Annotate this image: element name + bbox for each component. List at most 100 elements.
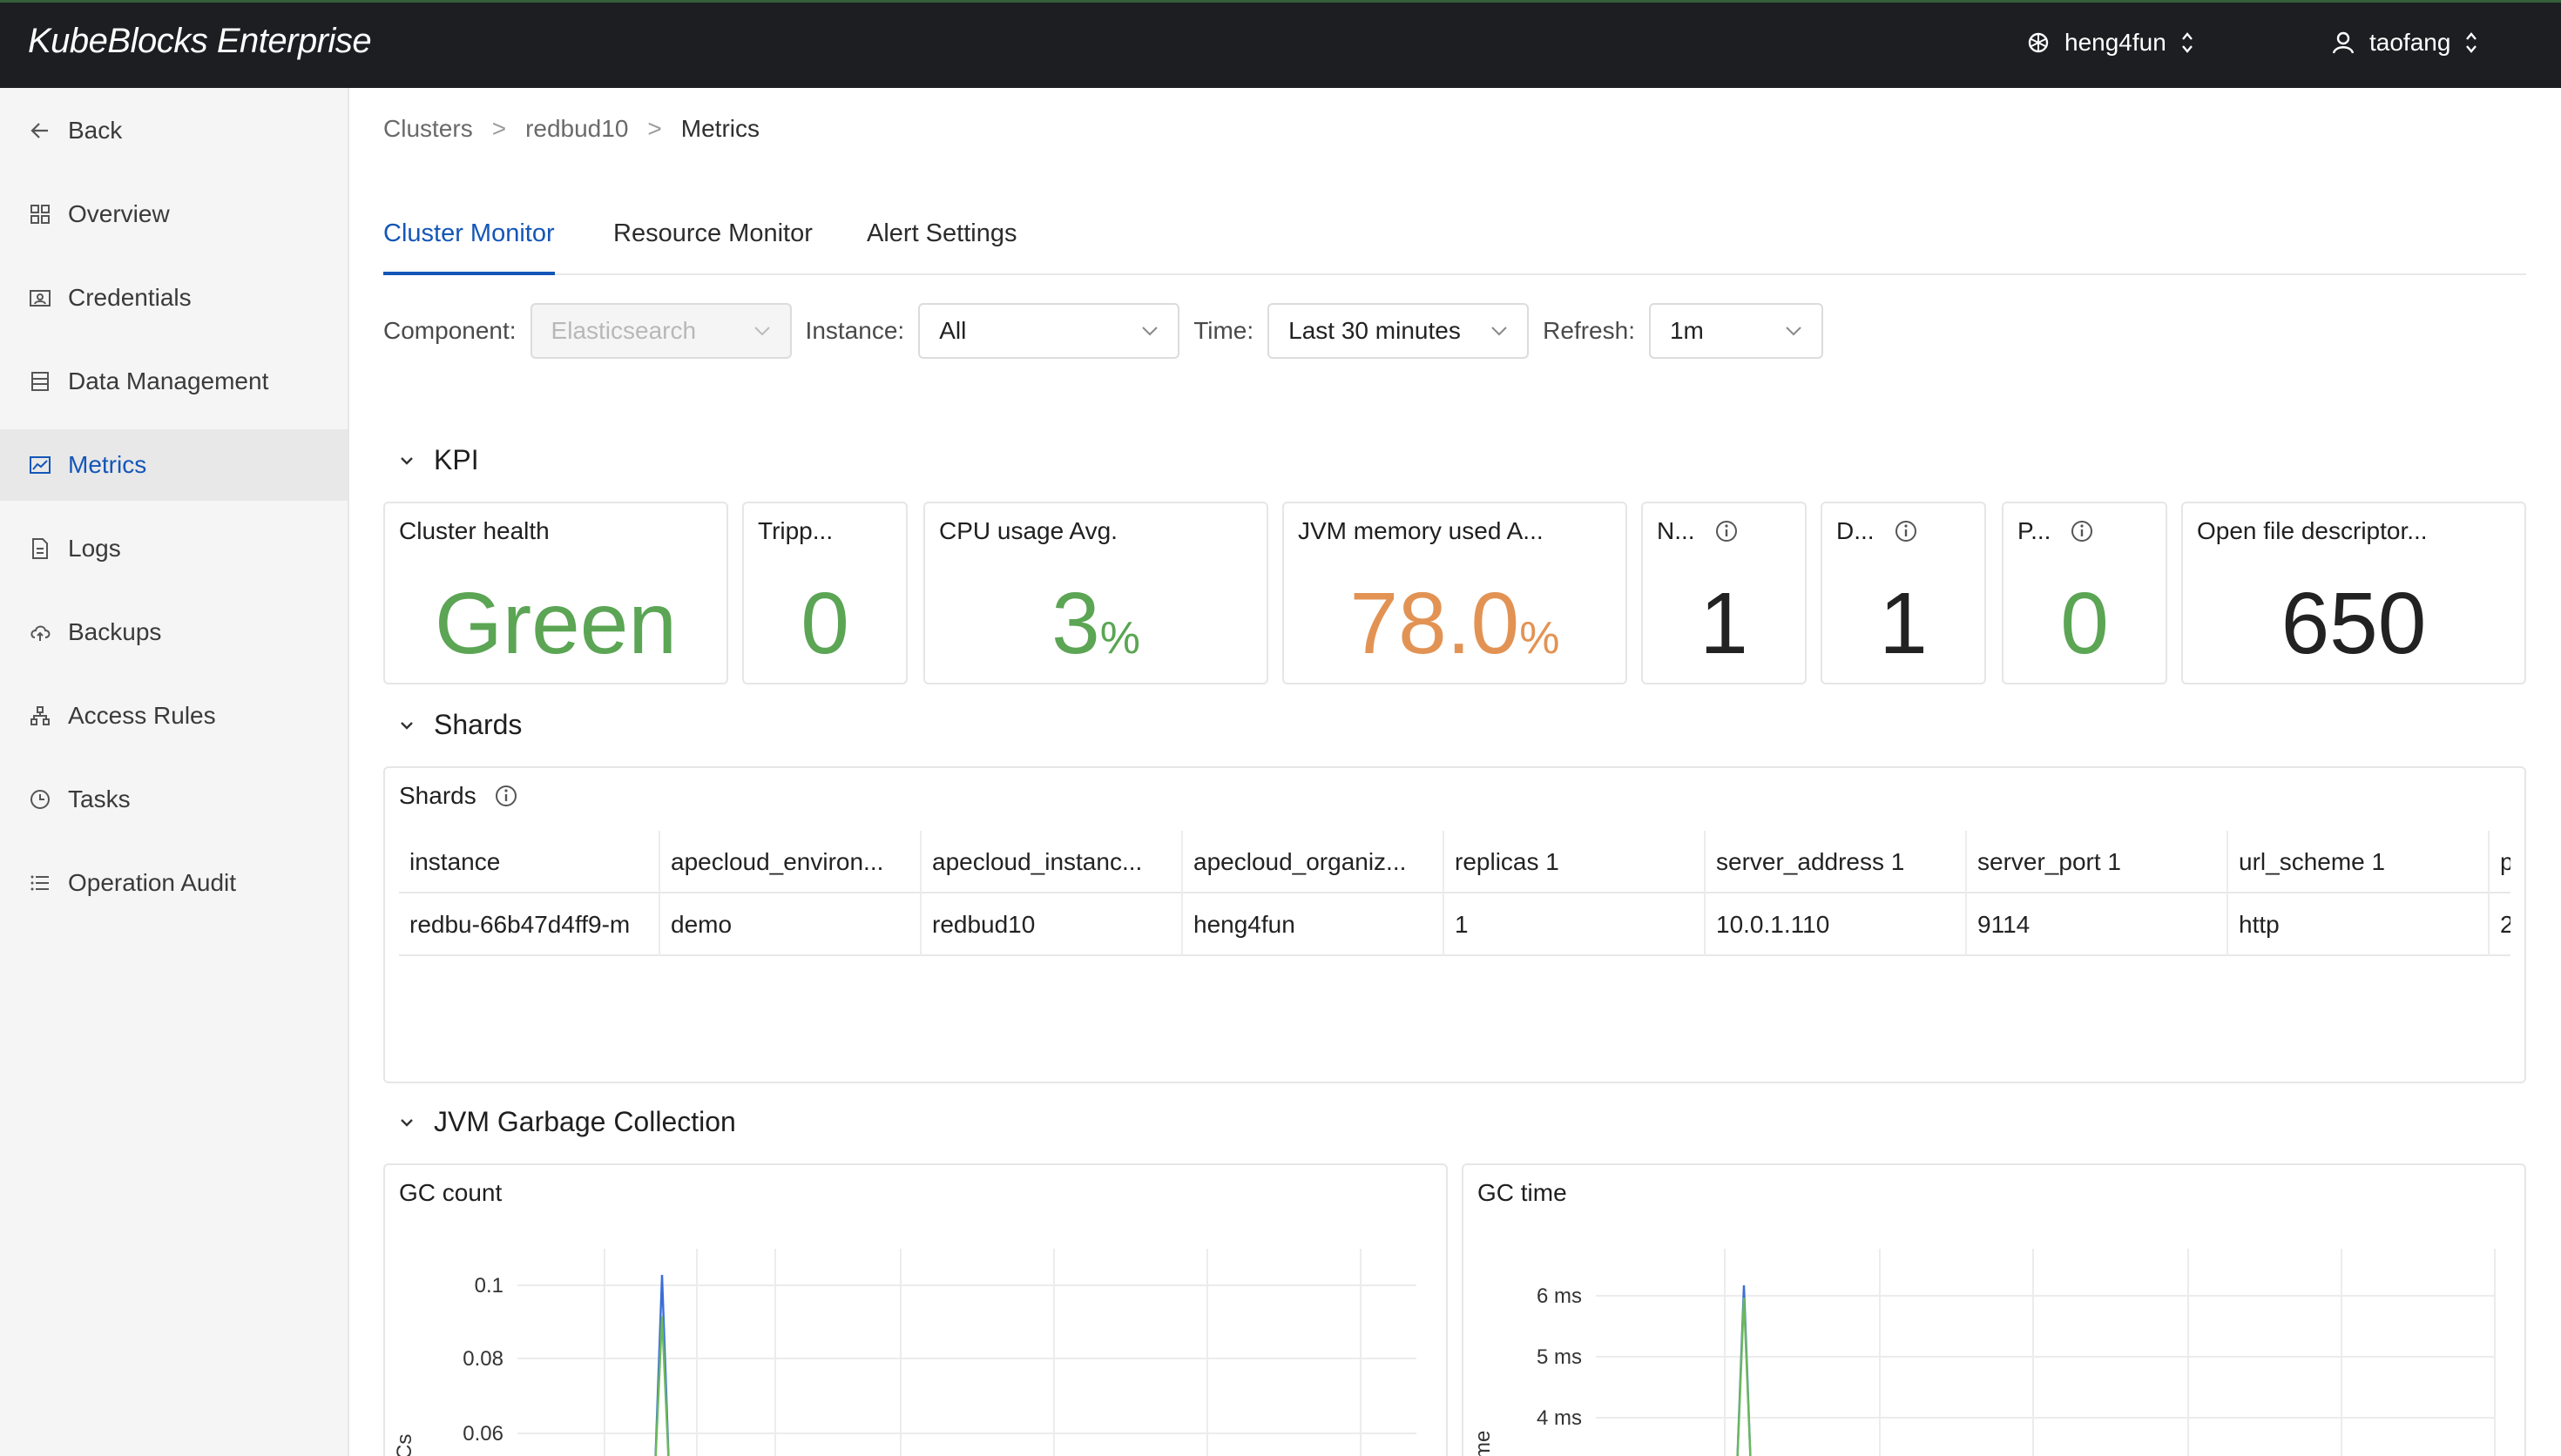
section-title: Shards — [434, 709, 523, 740]
breadcrumb: Clusters > redbud10 > Metrics — [383, 115, 760, 143]
id-card-icon — [28, 286, 52, 310]
kpi-value: 650 — [2281, 575, 2427, 672]
series-line — [1736, 1284, 1752, 1456]
database-icon — [28, 369, 52, 394]
time-label: Time: — [1193, 317, 1254, 344]
kpi-card-cluster-health: Cluster health Green — [383, 502, 728, 684]
filter-bar: Component: Elasticsearch Instance: All T… — [383, 303, 1837, 359]
sidebar-item-label: Tasks — [68, 785, 131, 812]
chart-title: GC time — [1477, 1179, 1567, 1206]
tab-cluster-monitor[interactable]: Cluster Monitor — [383, 219, 555, 275]
column-header[interactable]: replicas 1 — [1444, 831, 1706, 893]
kpi-card-cpu-usage: CPU usage Avg. 3% — [923, 502, 1268, 684]
kpi-title: Cluster health — [399, 517, 550, 544]
sidebar-item-data-management[interactable]: Data Management — [0, 346, 348, 417]
sidebar-item-logs[interactable]: Logs — [0, 513, 348, 584]
brand-logo[interactable]: KubeBlocks Enterprise — [28, 22, 372, 60]
component-label: Component: — [383, 317, 517, 344]
breadcrumb-cluster[interactable]: redbud10 — [525, 115, 629, 142]
info-icon[interactable] — [494, 784, 518, 808]
gc-time-chart: 6 ms 5 ms 4 ms me — [1471, 1249, 2496, 1456]
chevron-updown-icon — [2181, 32, 2193, 53]
user-name: taofang — [2369, 29, 2451, 56]
kpi-value: 0 — [2060, 575, 2109, 672]
section-title: JVM Garbage Collection — [434, 1106, 736, 1137]
table-cell: heng4fun — [1183, 893, 1444, 956]
column-header[interactable]: url_scheme 1 — [2228, 831, 2490, 893]
chevron-down-icon — [401, 1118, 413, 1127]
sidebar-item-tasks[interactable]: Tasks — [0, 764, 348, 835]
kpi-value: 3% — [1051, 575, 1140, 672]
sidebar-item-label: Operation Audit — [68, 869, 237, 896]
column-header[interactable]: p — [2500, 848, 2510, 875]
sidebar-item-metrics[interactable]: Metrics — [0, 429, 348, 501]
info-icon[interactable] — [1894, 519, 1918, 543]
shards-section-header[interactable]: Shards — [399, 709, 522, 741]
instance-select[interactable]: All — [918, 303, 1180, 359]
list-icon — [28, 871, 52, 895]
breadcrumb-separator: > — [647, 115, 662, 142]
chevron-down-icon — [401, 456, 413, 465]
column-header[interactable]: apecloud_organiz... — [1183, 831, 1444, 893]
chevron-down-icon — [1786, 327, 1801, 336]
info-icon[interactable] — [1714, 519, 1739, 543]
series-line — [1736, 1298, 1752, 1456]
sidebar-item-back[interactable]: Back — [0, 95, 348, 166]
sidebar-item-label: Back — [68, 117, 123, 144]
y-tick-label: 0.08 — [463, 1347, 503, 1371]
y-tick-label: 4 ms — [1537, 1406, 1582, 1430]
info-icon[interactable] — [2070, 519, 2094, 543]
instance-label: Instance: — [805, 317, 905, 344]
kpi-value: 1 — [1879, 575, 1928, 672]
column-header[interactable]: apecloud_environ... — [660, 831, 922, 893]
jvm-gc-section-header[interactable]: JVM Garbage Collection — [399, 1106, 736, 1138]
chevron-down-icon — [1142, 327, 1158, 336]
network-icon — [28, 704, 52, 728]
chevron-down-icon — [753, 327, 770, 336]
refresh-value: 1m — [1669, 317, 1704, 344]
chevron-down-icon — [401, 721, 413, 730]
sidebar: Back Overview Credentials Data Managemen… — [0, 88, 349, 1456]
table-cell: http — [2228, 893, 2490, 956]
y-tick-label: 0.1 — [475, 1274, 503, 1298]
kpi-card-jvm-memory: JVM memory used A... 78.0% — [1282, 502, 1627, 684]
chevron-down-icon — [1491, 327, 1507, 336]
sidebar-item-operation-audit[interactable]: Operation Audit — [0, 847, 348, 919]
table-header-row: instance apecloud_environ... apecloud_in… — [399, 831, 2510, 893]
sidebar-item-label: Access Rules — [68, 702, 216, 729]
breadcrumb-clusters[interactable]: Clusters — [383, 115, 473, 142]
kpi-section-header[interactable]: KPI — [399, 444, 479, 476]
y-axis-label: me — [1471, 1431, 1495, 1456]
kpi-title: Tripp... — [758, 517, 834, 544]
sidebar-item-label: Backups — [68, 618, 162, 645]
file-icon — [28, 536, 52, 561]
column-header[interactable]: server_address 1 — [1706, 831, 1967, 893]
shards-table: instance apecloud_environ... apecloud_in… — [399, 831, 2510, 956]
kpi-title: JVM memory used A... — [1298, 517, 1544, 544]
table-cell: 10.0.1.110 — [1706, 893, 1967, 956]
time-select[interactable]: Last 30 minutes — [1267, 303, 1530, 359]
sidebar-item-backups[interactable]: Backups — [0, 597, 348, 668]
sidebar-item-overview[interactable]: Overview — [0, 179, 348, 250]
y-tick-label: 5 ms — [1537, 1345, 1582, 1369]
breadcrumb-separator: > — [491, 115, 507, 142]
kpi-value: Green — [435, 575, 677, 672]
refresh-select[interactable]: 1m — [1648, 303, 1823, 359]
column-header[interactable]: server_port 1 — [1967, 831, 2228, 893]
org-name: heng4fun — [2064, 29, 2166, 56]
column-header[interactable]: apecloud_instanc... — [922, 831, 1183, 893]
sidebar-item-access-rules[interactable]: Access Rules — [0, 680, 348, 752]
table-cell: 1 — [1444, 893, 1706, 956]
user-menu[interactable]: taofang — [2331, 29, 2478, 57]
tab-alert-settings[interactable]: Alert Settings — [867, 219, 1017, 247]
component-select: Elasticsearch — [530, 303, 792, 359]
column-header[interactable]: instance — [399, 831, 660, 893]
tab-resource-monitor[interactable]: Resource Monitor — [613, 219, 813, 247]
org-switcher[interactable]: heng4fun — [2026, 29, 2194, 57]
sidebar-item-credentials[interactable]: Credentials — [0, 262, 348, 334]
kpi-title: N... — [1657, 517, 1739, 545]
grid-icon — [28, 202, 52, 226]
y-tick-label: 6 ms — [1537, 1284, 1582, 1308]
component-value: Elasticsearch — [551, 317, 697, 344]
series-line — [654, 1316, 670, 1456]
